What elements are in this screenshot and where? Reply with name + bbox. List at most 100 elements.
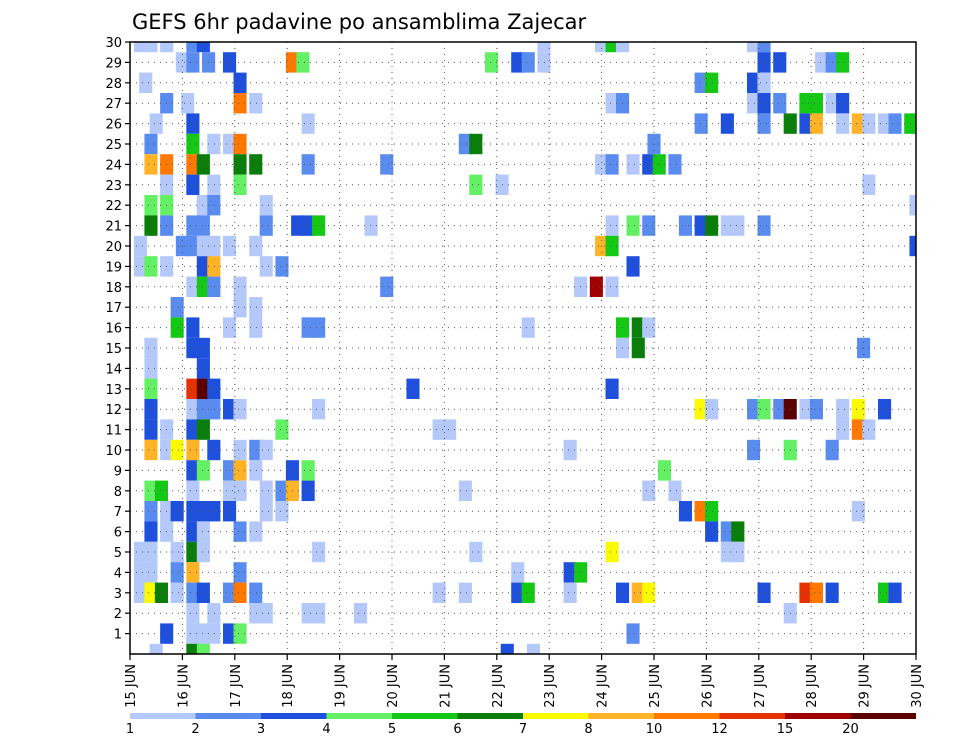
heatmap-cell (878, 399, 892, 420)
heatmap-cell (249, 603, 263, 624)
heatmap-cell (196, 215, 210, 236)
heatmap-cell (144, 256, 158, 277)
heatmap-cell (731, 521, 745, 542)
heatmap-cell (249, 235, 263, 257)
x-tick-label: 27 JUN (753, 664, 768, 708)
heatmap-cell (563, 562, 577, 583)
heatmap-cell (888, 582, 902, 603)
heatmap-cell (668, 480, 682, 501)
heatmap-cell (233, 93, 247, 114)
heatmap-cell (175, 52, 189, 73)
heatmap-cell (773, 93, 787, 114)
x-tick-label: 30 JUN (910, 664, 925, 708)
heatmap-cell (207, 399, 221, 420)
heatmap-cell (312, 541, 326, 563)
heatmap-cell (207, 501, 221, 522)
heatmap-cell (144, 337, 158, 359)
heatmap-cell (799, 399, 813, 420)
heatmap-cell (144, 378, 158, 399)
heatmap-cell (747, 42, 761, 53)
heatmap-cell (275, 419, 289, 440)
heatmap-cell (154, 480, 168, 501)
colorbar-swatch (785, 713, 851, 719)
heatmap-cell (233, 297, 247, 318)
heatmap-cell (144, 521, 158, 542)
heatmap-cell (139, 72, 153, 93)
heatmap-cell (170, 562, 184, 583)
heatmap-cell (909, 113, 916, 134)
y-tick-label: 22 (105, 199, 122, 214)
heatmap-cell (301, 154, 315, 175)
colorbar-tick-label: 6 (453, 722, 461, 737)
y-tick-label: 14 (105, 362, 122, 377)
heatmap-cell (605, 154, 619, 175)
heatmap-cell (259, 439, 273, 461)
heatmap-cell (223, 460, 237, 481)
x-tick-label: 23 JUN (543, 664, 558, 708)
heatmap-cell (720, 113, 734, 134)
heatmap-cell (747, 439, 761, 461)
heatmap-cell (642, 215, 656, 236)
colorbar-swatch (523, 713, 589, 719)
heatmap-cell (249, 317, 263, 338)
y-tick-label: 9 (114, 464, 122, 479)
colorbar-tick-label: 8 (584, 722, 592, 737)
y-tick-label: 30 (105, 36, 122, 51)
heatmap-cell (605, 378, 619, 399)
heatmap-cell (186, 439, 200, 461)
heatmap-cell (851, 501, 865, 522)
heatmap-cell (757, 42, 771, 53)
x-tick-label: 28 JUN (805, 664, 820, 708)
heatmap-cell (595, 42, 609, 53)
colorbar-swatch (719, 713, 785, 719)
heatmap-cell (144, 562, 158, 583)
colorbar-swatch (850, 713, 916, 719)
heatmap-cell (186, 603, 200, 624)
heatmap-cell (186, 133, 200, 155)
heatmap-cell (160, 42, 174, 53)
heatmap-cell (249, 297, 263, 318)
heatmap-cell (133, 256, 148, 277)
y-tick-label: 2 (114, 607, 122, 622)
heatmap-cell (469, 541, 483, 563)
heatmap-cell (186, 42, 200, 53)
heatmap-cell (705, 521, 719, 542)
heatmap-cell (207, 276, 221, 297)
x-tick-label: 24 JUN (596, 664, 611, 708)
heatmap-cell (207, 195, 221, 216)
heatmap-cell (223, 623, 237, 644)
heatmap-cell (878, 582, 892, 603)
heatmap-cell (207, 235, 221, 257)
heatmap-cell (705, 72, 719, 93)
colorbar-tick-label: 10 (646, 722, 663, 737)
heatmap-cell (589, 276, 603, 297)
heatmap-cell (233, 154, 247, 175)
colorbar-tick-label: 20 (842, 722, 859, 737)
heatmap-cell (799, 582, 813, 603)
chart-title: GEFS 6hr padavine po ansamblima Zajecar (132, 10, 587, 34)
heatmap-cell (196, 276, 210, 297)
heatmap-cell (186, 480, 200, 501)
heatmap-cell (521, 52, 535, 73)
heatmap-cell (186, 276, 200, 297)
heatmap-cell (809, 113, 823, 134)
x-tick-label: 15 JUN (124, 664, 139, 708)
y-tick-label: 3 (114, 587, 122, 602)
y-tick-label: 25 (105, 138, 122, 153)
heatmap-cell (301, 317, 315, 338)
heatmap-cell (144, 154, 158, 175)
y-tick-label: 17 (105, 301, 122, 316)
heatmap-cell (799, 93, 813, 114)
heatmap-cell (196, 643, 210, 654)
heatmap-cell (301, 215, 315, 236)
heatmap-cell (511, 582, 525, 603)
heatmap-cell (133, 582, 148, 603)
colorbar: 1 2 3 4 5 6 7 8 10 12 15 20 (126, 713, 916, 737)
heatmap-cell (909, 195, 916, 216)
heatmap-cell (720, 541, 734, 563)
heatmap-cell (815, 52, 829, 73)
heatmap-cell (720, 521, 734, 542)
heatmap-cell (668, 154, 682, 175)
heatmap-cell (301, 603, 315, 624)
heatmap-cell (605, 541, 619, 563)
